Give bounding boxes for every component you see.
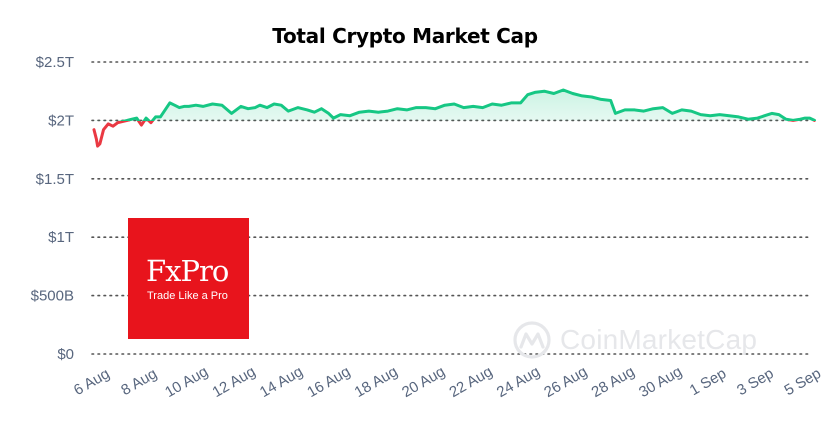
chart-title: Total Crypto Market Cap [272,24,538,48]
coinmarketcap-icon [513,321,551,359]
x-tick-label: 28 Aug [589,363,638,401]
x-tick-label: 12 Aug [209,363,258,401]
x-tick-label: 14 Aug [257,363,306,401]
logo-name: FxPro [146,254,229,288]
x-tick-label: 24 Aug [494,363,543,401]
x-tick-label: 3 Sep [734,365,776,399]
series-line-above [118,88,816,121]
y-tick-label: $1.5T [36,171,74,188]
watermark-text: CoinMarketCap [560,324,758,355]
coinmarketcap-watermark: CoinMarketCap [512,318,757,362]
x-tick-label: 8 Aug [118,365,160,399]
x-tick-label: 5 Sep [782,365,824,399]
x-tick-label: 22 Aug [446,363,495,401]
y-tick-label: $2.5T [36,54,74,71]
plot-area [92,88,816,148]
x-tick-label: 6 Aug [71,365,113,399]
x-tick-label: 1 Sep [687,365,729,399]
x-tick-label: 10 Aug [162,363,211,401]
x-tick-label: 30 Aug [636,363,685,401]
x-tick-label: 16 Aug [304,363,353,401]
y-tick-label: $1T [48,229,74,246]
logo-tagline: Trade Like a Pro [147,290,228,302]
y-axis-ticks: $2.5T $2T $1.5T $1T $500B $0 [31,54,74,363]
x-tick-label: 26 Aug [541,363,590,401]
x-tick-label: 20 Aug [399,363,448,401]
x-tick-label: 18 Aug [352,363,401,401]
series-area-fill [94,90,815,121]
y-tick-label: $2T [48,112,74,129]
y-tick-label: $0 [57,346,74,363]
fxpro-logo: FxPro Trade Like a Pro [128,218,249,339]
y-tick-label: $500B [31,288,74,305]
